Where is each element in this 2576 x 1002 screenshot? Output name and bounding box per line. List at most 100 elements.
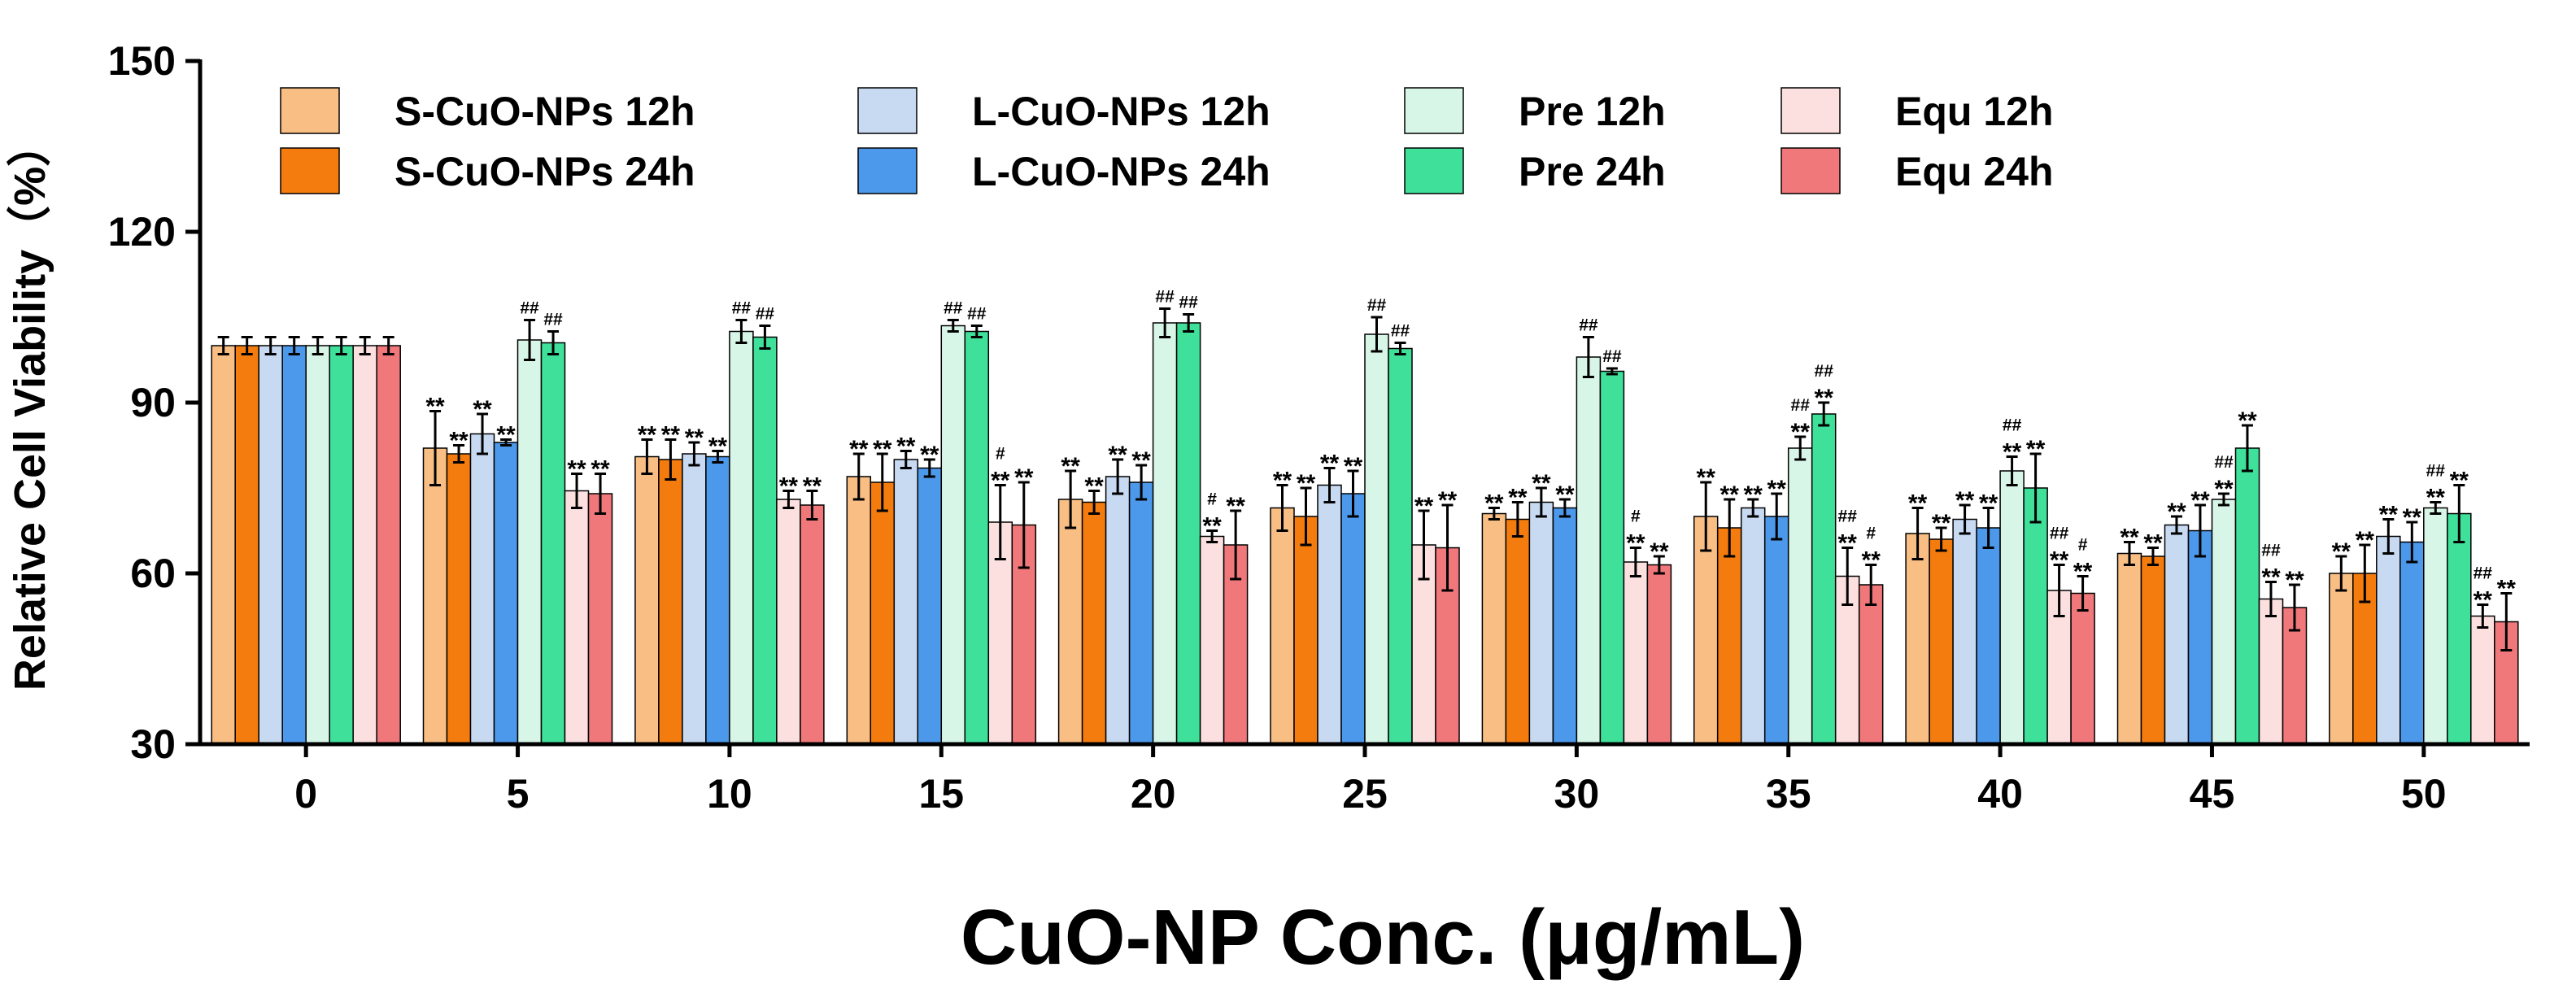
legend-label: S-CuO-NPs 24h <box>394 149 695 194</box>
significance-mark: ## <box>944 299 963 318</box>
legend-label: Equ 12h <box>1895 89 2053 134</box>
bar <box>1787 447 1813 745</box>
bar <box>1716 527 1742 745</box>
x-tick-label: 45 <box>2190 771 2235 817</box>
significance-mark: ** <box>1908 490 1928 517</box>
bar <box>2116 552 2142 745</box>
significance-mark: ## <box>1155 288 1175 307</box>
significance-mark: ** <box>2403 504 2422 531</box>
y-tick-label: 60 <box>130 551 176 596</box>
legend-swatch <box>280 87 340 134</box>
bar <box>729 330 754 745</box>
bar <box>2447 512 2472 745</box>
significance-mark: ** <box>2332 538 2352 565</box>
x-tick-label: 0 <box>294 771 317 817</box>
y-tick-label: 150 <box>108 38 176 84</box>
bar <box>2258 598 2284 745</box>
bar <box>211 345 236 745</box>
x-tick-label: 15 <box>918 771 964 817</box>
x-tick-label: 25 <box>1342 771 1388 817</box>
bar <box>493 442 519 745</box>
y-tick-label: 30 <box>130 721 176 767</box>
bar <box>1740 507 1766 745</box>
bar <box>352 345 377 745</box>
significance-mark: ** <box>1932 510 1951 537</box>
bars-layer <box>211 322 2519 745</box>
bar <box>2423 507 2448 745</box>
bar <box>800 504 825 745</box>
bar <box>1175 322 1201 745</box>
x-axis-title: CuO-NP Conc. (μg/mL) <box>961 894 1805 981</box>
significance-mark: ## <box>543 311 563 329</box>
bar <box>2187 529 2213 745</box>
significance-mark: ** <box>1202 513 1222 540</box>
significance-mark: ** <box>1838 530 1858 557</box>
bar <box>517 339 543 745</box>
significance-mark: ** <box>1862 547 1881 574</box>
significance-mark: ** <box>2285 567 2304 594</box>
significance-mark: ** <box>1226 493 1245 520</box>
bar <box>1199 535 1225 745</box>
bar <box>940 325 966 745</box>
x-tick-label: 50 <box>2401 771 2447 817</box>
bar <box>1976 527 2001 745</box>
significance-marks-layer: ********####** **** ** ** **## ##** **** ** ** **… <box>425 288 2516 614</box>
x-tick-label: 40 <box>1977 771 2023 817</box>
significance-mark: ## <box>2261 542 2281 560</box>
legend: S-CuO-NPs 12h S-CuO-NPs 24h L-CuO-NPs 12h L… <box>280 87 2053 194</box>
significance-mark: # <box>1207 490 1217 509</box>
bar <box>329 345 354 745</box>
bar <box>1152 322 1178 745</box>
significance-mark: ** <box>685 425 704 451</box>
significance-mark: ## <box>1367 296 1387 315</box>
error-bars-layer <box>217 307 2513 651</box>
legend-item: L-CuO-NPs 24h <box>857 147 1271 194</box>
significance-mark: ## <box>1179 294 1198 312</box>
significance-mark: ## <box>1579 316 1598 335</box>
legend-swatch <box>1404 147 1464 194</box>
significance-mark: ** <box>1508 485 1528 512</box>
significance-mark: ** <box>1650 538 1669 565</box>
significance-mark: ## <box>1791 396 1811 415</box>
bar <box>2399 541 2425 745</box>
significance-mark: ** <box>1438 487 1458 514</box>
significance-mark: ** <box>1061 453 1080 480</box>
legend-label: Pre 24h <box>1519 149 1666 194</box>
significance-mark: ## <box>1815 362 1834 381</box>
bar <box>1057 499 1083 745</box>
significance-mark: ** <box>1084 473 1104 500</box>
significance-mark: ** <box>425 394 445 420</box>
legend-label: L-CuO-NPs 24h <box>972 149 1271 194</box>
axes-layer: 0 5 10 15 20 25 30 35 40 45 50 30 60 90 120 150 <box>108 38 2530 817</box>
significance-mark: ** <box>1532 470 1551 497</box>
significance-mark: ** <box>873 436 892 463</box>
y-tick-label: 120 <box>108 209 176 255</box>
legend-item: Equ 24h <box>1781 147 2053 194</box>
bar <box>587 493 613 745</box>
significance-mark: ** <box>2497 576 2517 603</box>
significance-mark: ** <box>2474 587 2493 614</box>
bar <box>1270 507 1295 745</box>
significance-mark: ## <box>1602 347 1622 366</box>
significance-mark: ** <box>2238 407 2257 434</box>
bar <box>658 459 683 745</box>
legend-item: Pre 12h <box>1404 87 1666 134</box>
significance-mark: ## <box>2003 416 2022 435</box>
significance-mark: # <box>996 445 1005 464</box>
significance-mark: ## <box>2050 525 2069 543</box>
significance-mark: ** <box>638 422 657 449</box>
bar <box>1528 501 1554 745</box>
significance-mark: ** <box>1697 464 1716 491</box>
significance-mark: ** <box>1273 468 1292 494</box>
significance-mark: ** <box>2214 476 2234 503</box>
significance-mark: ** <box>803 473 822 500</box>
significance-mark: ## <box>2426 462 2446 481</box>
bar <box>846 476 872 745</box>
legend-label: Equ 24h <box>1895 149 2053 194</box>
bar <box>1599 370 1625 745</box>
significance-mark: ## <box>520 299 539 318</box>
bar <box>446 453 472 745</box>
significance-mark: ** <box>1720 481 1740 508</box>
bar <box>540 342 566 745</box>
